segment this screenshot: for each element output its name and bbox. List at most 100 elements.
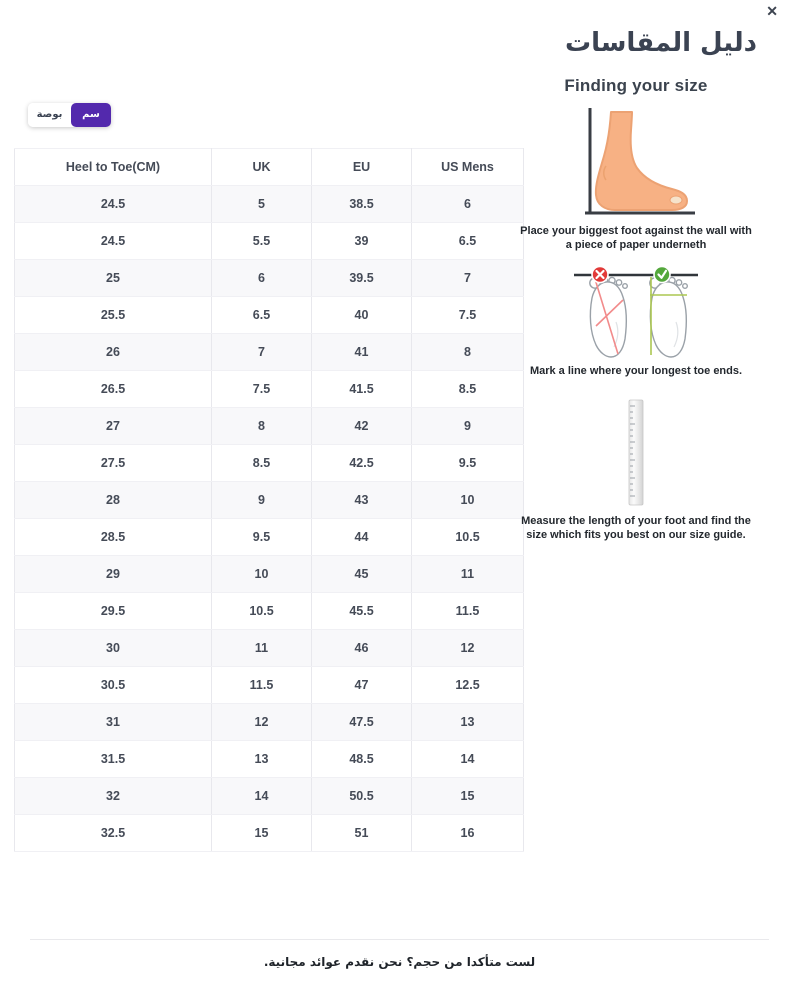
table-cell: 47.5 — [311, 703, 412, 741]
table-cell: 26.5 — [14, 370, 212, 408]
table-cell: 8 — [211, 407, 312, 445]
table-cell: 45.5 — [311, 592, 412, 630]
page-title: دليل المقاسات — [564, 28, 757, 59]
table-header-cell: Heel to Toe(CM) — [14, 148, 212, 186]
guide-step-2: Mark a line where your longest toe ends. — [520, 262, 752, 392]
table-cell: 47 — [311, 666, 412, 704]
guide-step-2-caption: Mark a line where your longest toe ends. — [529, 365, 743, 378]
size-conversion-table: Heel to Toe(CM) UK EU US Mens 24.5 5 38.5 6 24.… — [14, 148, 524, 852]
table-cell: 10 — [211, 555, 312, 593]
table-row: 27.5 8.5 42.5 9.5 — [14, 444, 524, 482]
unit-toggle-cm-button[interactable]: سم — [71, 103, 111, 127]
table-row: 28 9 43 10 — [14, 481, 524, 519]
table-cell: 41.5 — [311, 370, 412, 408]
table-cell: 8.5 — [211, 444, 312, 482]
table-row: 29 10 45 11 — [14, 555, 524, 593]
table-cell: 7.5 — [411, 296, 524, 334]
table-cell: 46 — [311, 629, 412, 667]
table-row: 24.5 5 38.5 6 — [14, 185, 524, 223]
table-cell: 7 — [211, 333, 312, 371]
table-cell: 30.5 — [14, 666, 212, 704]
table-cell: 12 — [211, 703, 312, 741]
size-table-body: 24.5 5 38.5 6 24.5 5.5 39 6.5 25 6 39.5 7 25.5 6.5 40 7… — [14, 185, 524, 852]
table-row: 31.5 13 48.5 14 — [14, 740, 524, 778]
table-header-cell: EU — [311, 148, 412, 186]
table-header-row: Heel to Toe(CM) UK EU US Mens — [14, 148, 524, 186]
table-cell: 50.5 — [311, 777, 412, 815]
table-cell: 26 — [14, 333, 212, 371]
table-cell: 11 — [411, 555, 524, 593]
size-table-head: Heel to Toe(CM) UK EU US Mens — [14, 148, 524, 186]
table-cell: 7 — [411, 259, 524, 297]
table-cell: 32.5 — [14, 814, 212, 852]
table-cell: 42.5 — [311, 444, 412, 482]
table-cell: 11.5 — [411, 592, 524, 630]
table-row: 29.5 10.5 45.5 11.5 — [14, 592, 524, 630]
guide-step-3: Measure the length of your foot and find… — [520, 392, 752, 542]
table-cell: 6 — [211, 259, 312, 297]
table-cell: 13 — [411, 703, 524, 741]
table-cell: 43 — [311, 481, 412, 519]
table-cell: 41 — [311, 333, 412, 371]
guide-step-3-caption: Measure the length of your foot and find… — [521, 515, 751, 542]
table-cell: 14 — [211, 777, 312, 815]
table-cell: 16 — [411, 814, 524, 852]
table-row: 32 14 50.5 15 — [14, 777, 524, 815]
table-cell: 6 — [411, 185, 524, 223]
table-cell: 15 — [211, 814, 312, 852]
table-cell: 5 — [211, 185, 312, 223]
table-cell: 40 — [311, 296, 412, 334]
table-cell: 39.5 — [311, 259, 412, 297]
table-row: 31 12 47.5 13 — [14, 703, 524, 741]
finding-your-size-panel: Finding your size Place your biggest foo… — [520, 76, 752, 542]
table-header-cell: US Mens — [411, 148, 524, 186]
close-icon[interactable]: ✕ — [766, 3, 778, 19]
table-cell: 29 — [14, 555, 212, 593]
table-cell: 10.5 — [211, 592, 312, 630]
table-cell: 9.5 — [211, 518, 312, 556]
table-cell: 10.5 — [411, 518, 524, 556]
table-row: 27 8 42 9 — [14, 407, 524, 445]
table-cell: 7.5 — [211, 370, 312, 408]
table-cell: 31 — [14, 703, 212, 741]
table-row: 28.5 9.5 44 10.5 — [14, 518, 524, 556]
table-row: 30.5 11.5 47 12.5 — [14, 666, 524, 704]
guide-step-1-caption: Place your biggest foot against the wall… — [520, 225, 752, 252]
table-row: 25.5 6.5 40 7.5 — [14, 296, 524, 334]
table-cell: 11 — [211, 629, 312, 667]
table-cell: 11.5 — [211, 666, 312, 704]
unit-toggle: بوصة سم — [28, 103, 111, 127]
table-cell: 8.5 — [411, 370, 524, 408]
table-row: 32.5 15 51 16 — [14, 814, 524, 852]
table-cell: 9 — [211, 481, 312, 519]
correct-vs-wrong-marking-illustration — [574, 265, 698, 358]
guide-step-1: Place your biggest foot against the wall… — [520, 102, 752, 262]
table-cell: 30 — [14, 629, 212, 667]
table-cell: 25.5 — [14, 296, 212, 334]
table-cell: 38.5 — [311, 185, 412, 223]
table-cell: 6.5 — [211, 296, 312, 334]
table-cell: 25 — [14, 259, 212, 297]
table-cell: 39 — [311, 222, 412, 260]
table-cell: 8 — [411, 333, 524, 371]
unit-toggle-inch-button[interactable]: بوصة — [28, 103, 71, 127]
guide-heading: Finding your size — [564, 76, 708, 95]
table-cell: 27 — [14, 407, 212, 445]
table-cell: 15 — [411, 777, 524, 815]
table-row: 24.5 5.5 39 6.5 — [14, 222, 524, 260]
table-cell: 6.5 — [411, 222, 524, 260]
table-cell: 32 — [14, 777, 212, 815]
table-cell: 10 — [411, 481, 524, 519]
table-header-cell: UK — [211, 148, 312, 186]
table-cell: 9.5 — [411, 444, 524, 482]
table-cell: 14 — [411, 740, 524, 778]
table-cell: 44 — [311, 518, 412, 556]
table-row: 26 7 41 8 — [14, 333, 524, 371]
table-cell: 24.5 — [14, 222, 212, 260]
table-cell: 48.5 — [311, 740, 412, 778]
table-cell: 12 — [411, 629, 524, 667]
table-row: 26.5 7.5 41.5 8.5 — [14, 370, 524, 408]
table-cell: 9 — [411, 407, 524, 445]
table-cell: 24.5 — [14, 185, 212, 223]
table-cell: 28.5 — [14, 518, 212, 556]
